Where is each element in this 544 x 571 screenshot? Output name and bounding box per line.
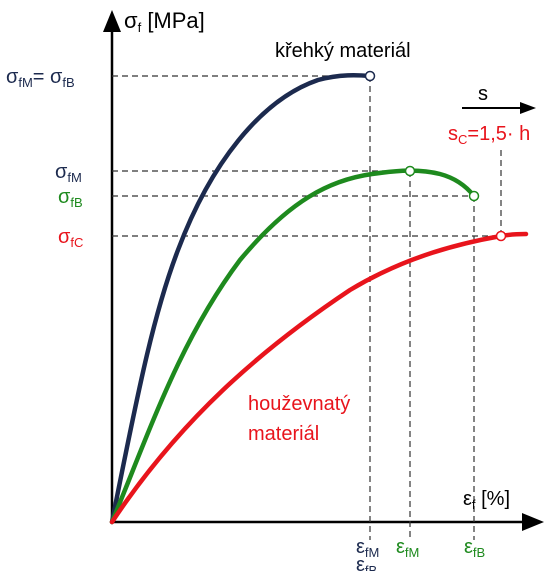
x-tick-mid-fB: εfB bbox=[464, 536, 485, 560]
x-axis-arrow-icon bbox=[522, 513, 544, 531]
x-tick-mid-fM: εfM bbox=[396, 536, 419, 560]
y-axis-arrow-icon bbox=[103, 10, 121, 32]
brittle-material-label: křehký materiál bbox=[275, 40, 411, 62]
s-arrow-icon bbox=[520, 102, 536, 114]
x-tick-brittle-fB: εfB bbox=[356, 554, 377, 571]
brittle-end-point bbox=[364, 70, 376, 82]
sc-formula: sC=1,5· h bbox=[448, 123, 530, 147]
y-tick-fM: σfM bbox=[55, 161, 82, 185]
medium-max-point bbox=[404, 165, 416, 177]
y-tick-fM-eq-fB: σfM= σfB bbox=[6, 66, 75, 90]
medium-curve bbox=[109, 168, 477, 525]
x-axis-label: εf [%] bbox=[463, 488, 510, 512]
ductile-sc-point bbox=[495, 230, 507, 242]
s-label: s bbox=[478, 83, 488, 105]
medium-break-point bbox=[468, 190, 480, 202]
ductile-curve bbox=[109, 231, 529, 525]
y-tick-fC: σfC bbox=[58, 226, 83, 250]
x-tick-brittle-fM: εfM bbox=[356, 536, 379, 560]
y-tick-fB: σfB bbox=[58, 186, 83, 210]
ductile-material-label-line2: materiál bbox=[248, 423, 319, 445]
ductile-material-label-line1: houževnatý bbox=[248, 393, 350, 415]
brittle-curve bbox=[109, 72, 373, 525]
y-axis-label: σf [MPa] bbox=[124, 8, 205, 35]
